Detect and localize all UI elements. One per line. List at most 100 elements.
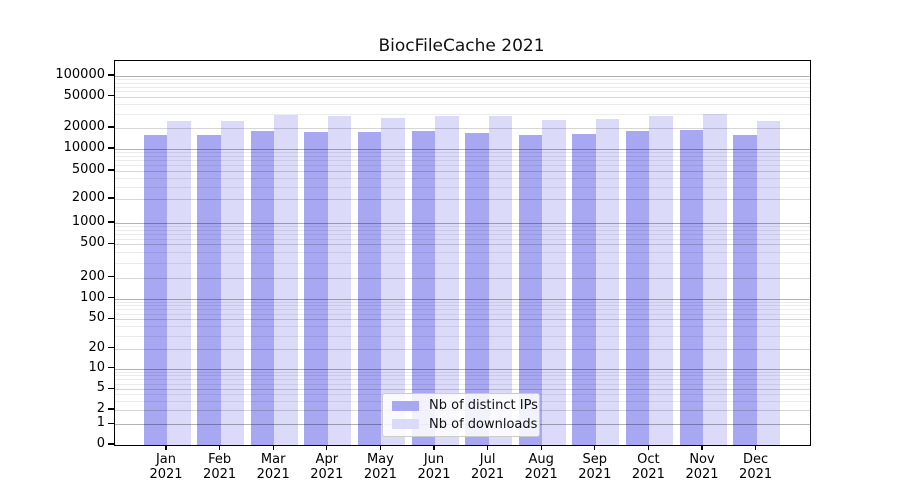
grid-line-8000 <box>115 156 810 158</box>
bar-downloads-aug <box>542 119 566 445</box>
grid-line-4000 <box>115 177 810 179</box>
x-tick-mark <box>755 445 757 450</box>
legend-item-distinct-ips: Nb of distinct IPs <box>383 398 539 413</box>
bar-downloads-may <box>381 117 405 445</box>
y-tick-label-0: 0 <box>96 436 105 451</box>
grid-line-200 <box>115 277 810 279</box>
y-tick-mark <box>108 367 114 369</box>
x-tick-label-nov: Nov 2021 <box>685 452 719 482</box>
bar-distinct-ips-nov <box>679 130 703 445</box>
bar-downloads-sep <box>595 119 620 445</box>
x-tick-label-feb: Feb 2021 <box>203 452 237 482</box>
y-tick-label-1: 1 <box>96 415 105 431</box>
bar-downloads-dec <box>756 120 781 445</box>
grid-line-50 <box>115 319 810 321</box>
bar-downloads-nov <box>703 113 727 445</box>
grid-line-20000 <box>115 128 810 129</box>
x-tick-mark <box>487 445 489 450</box>
bar-downloads-jun <box>435 115 459 445</box>
bar-distinct-ips-aug <box>518 135 543 445</box>
y-tick-label-20: 20 <box>88 339 105 355</box>
grid-line-400 <box>115 252 810 254</box>
legend: Nb of distinct IPs Nb of downloads <box>382 393 540 437</box>
grid-line-6000 <box>115 165 810 167</box>
grid-line-500 <box>115 244 810 246</box>
x-tick-label-aug: Aug 2021 <box>524 452 558 482</box>
y-tick-label-200: 200 <box>80 268 105 284</box>
grid-line-300 <box>115 262 810 264</box>
chart-title: BiocFileCache 2021 <box>378 36 545 56</box>
x-tick-label-oct: Oct 2021 <box>631 452 665 482</box>
legend-swatch-downloads <box>392 419 419 430</box>
x-tick-mark <box>647 445 649 450</box>
y-tick-mark <box>108 276 114 278</box>
y-tick-label-5: 5 <box>96 380 105 396</box>
grid-line-3000 <box>115 186 810 188</box>
x-tick-label-dec: Dec 2021 <box>739 452 773 482</box>
grid-line-30000 <box>115 114 810 116</box>
bar-downloads-jul <box>488 116 513 445</box>
y-tick-mark <box>108 147 114 149</box>
x-tick-label-mar: Mar 2021 <box>256 452 290 482</box>
grid-line-60000 <box>115 91 810 93</box>
bar-downloads-jan <box>167 120 191 445</box>
y-tick-mark <box>108 297 114 299</box>
x-tick-mark <box>433 445 435 450</box>
y-tick-mark <box>108 242 114 244</box>
y-tick-mark <box>108 95 114 97</box>
grid-line-9 <box>115 371 810 373</box>
y-tick-mark <box>108 74 114 76</box>
grid-line-70 <box>115 309 810 311</box>
plot-area: Nb of distinct IPs Nb of downloads <box>114 60 811 446</box>
x-tick-mark <box>379 445 381 450</box>
y-tick-label-2000: 2000 <box>71 190 105 205</box>
x-tick-mark <box>701 445 703 450</box>
bar-downloads-feb <box>220 120 245 445</box>
grid-line-7000 <box>115 160 810 162</box>
legend-label-downloads: Nb of downloads <box>429 416 538 432</box>
grid-line-50000 <box>115 96 810 98</box>
grid-line-6 <box>115 383 810 385</box>
grid-line-5000 <box>115 171 810 172</box>
bar-distinct-ips-apr <box>304 131 328 445</box>
grid-line-1000 <box>115 223 810 224</box>
bar-distinct-ips-sep <box>572 134 596 445</box>
y-tick-label-10000: 10000 <box>63 140 105 155</box>
y-tick-mark <box>108 422 114 424</box>
y-tick-label-20000: 20000 <box>63 119 105 134</box>
x-tick-mark <box>540 445 542 450</box>
bar-distinct-ips-feb <box>197 135 221 445</box>
legend-swatch-distinct-ips <box>392 400 419 411</box>
y-tick-label-50: 50 <box>88 310 105 326</box>
grid-line-8 <box>115 375 810 377</box>
y-tick-mark <box>108 387 114 389</box>
grid-line-700 <box>115 233 810 235</box>
y-tick-label-100: 100 <box>80 289 105 305</box>
bar-distinct-ips-mar <box>250 130 275 445</box>
grid-line-10000 <box>115 149 810 150</box>
grid-line-5 <box>115 389 810 391</box>
x-tick-label-may: May 2021 <box>363 452 397 482</box>
x-tick-label-sep: Sep 2021 <box>578 452 612 482</box>
y-tick-mark <box>108 169 114 171</box>
x-tick-label-apr: Apr 2021 <box>310 452 344 482</box>
grid-line-70000 <box>115 86 810 88</box>
grid-line-900 <box>115 226 810 228</box>
y-tick-mark <box>108 126 114 128</box>
y-tick-label-50000: 50000 <box>63 87 105 103</box>
grid-line-9000 <box>115 152 810 154</box>
bar-downloads-apr <box>327 116 352 445</box>
y-tick-label-2: 2 <box>96 401 105 416</box>
y-tick-mark <box>108 408 114 410</box>
y-tick-mark <box>108 443 114 445</box>
grid-line-20 <box>115 348 810 350</box>
bar-distinct-ips-may <box>357 132 382 445</box>
bar-distinct-ips-jul <box>465 133 489 445</box>
bar-downloads-oct <box>649 116 673 445</box>
x-tick-mark <box>219 445 221 450</box>
y-tick-label-100000: 100000 <box>55 67 105 82</box>
y-tick-mark <box>108 221 114 223</box>
x-tick-mark <box>165 445 167 450</box>
grid-line-90000 <box>115 79 810 81</box>
